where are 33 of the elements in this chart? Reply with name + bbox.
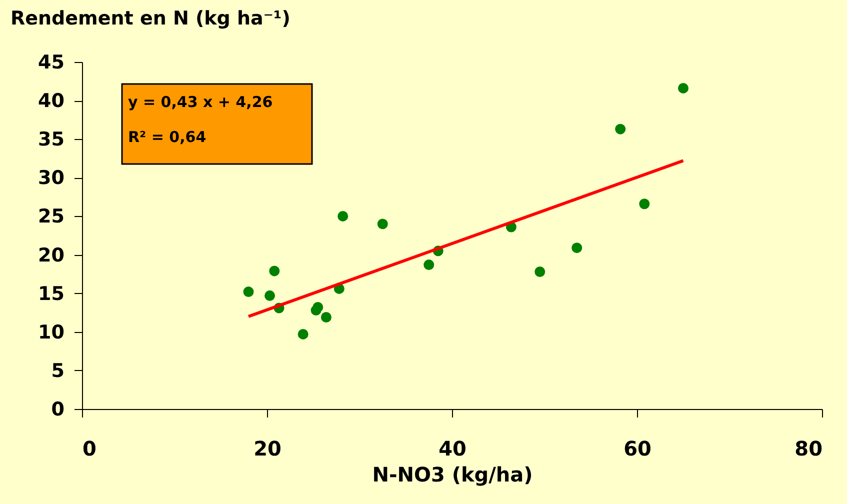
y-tick-label: 45 xyxy=(38,52,64,74)
x-tick-label: 60 xyxy=(624,436,652,460)
x-tick-label: 0 xyxy=(82,436,96,460)
y-tick-label: 25 xyxy=(38,206,64,228)
point xyxy=(298,328,308,340)
point xyxy=(269,266,280,276)
point xyxy=(377,218,388,230)
annotation: R² = 0,64 xyxy=(128,128,206,146)
y-tick-label: 15 xyxy=(38,282,64,305)
y-axis-title: Rendement en N (kg ha⁻¹) xyxy=(10,8,290,30)
y-tick-label: 20 xyxy=(38,244,64,266)
point xyxy=(312,302,324,312)
x-tick-label: 40 xyxy=(438,436,466,460)
y-tick-label: 5 xyxy=(51,360,64,382)
point xyxy=(338,210,348,222)
x-tick-label: 80 xyxy=(794,436,822,460)
x-tick-label: 20 xyxy=(254,436,282,460)
y-tick-label: 35 xyxy=(38,128,64,151)
y-tick-label: 0 xyxy=(51,398,64,420)
point xyxy=(243,286,254,298)
point xyxy=(678,82,688,94)
x-axis-title: N-NO3 (kg/ha) xyxy=(372,462,533,486)
point xyxy=(264,290,276,301)
point xyxy=(320,312,332,322)
point xyxy=(424,260,434,270)
point xyxy=(572,242,582,254)
annotation: y = 0,43 x + 4,26 xyxy=(128,93,273,111)
y-tick-label: 40 xyxy=(38,90,64,112)
point xyxy=(639,198,650,210)
y-tick-label: 10 xyxy=(38,321,64,344)
y-tick-label: 30 xyxy=(38,167,64,190)
point xyxy=(615,124,626,134)
point xyxy=(534,266,546,277)
